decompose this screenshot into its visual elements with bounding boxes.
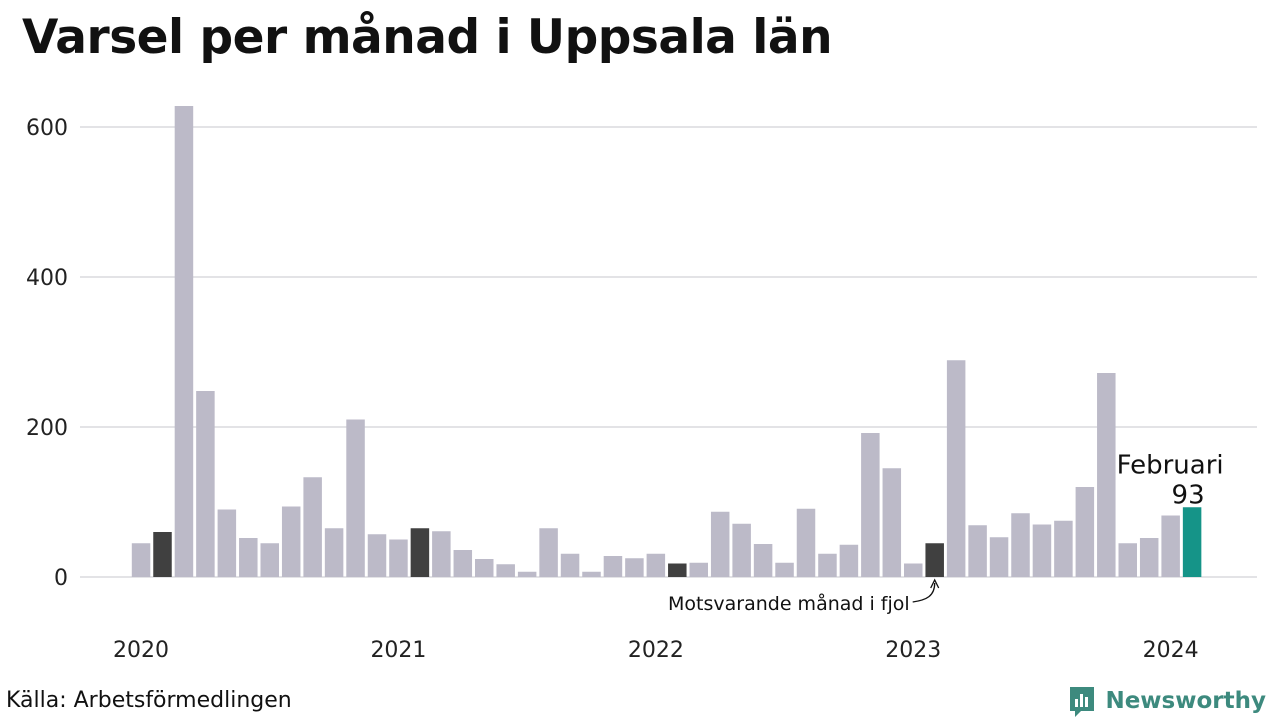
- annotation-arrow: [912, 582, 936, 603]
- bar: [603, 556, 623, 577]
- bar: [582, 571, 601, 577]
- bar: [453, 550, 473, 577]
- bar: [432, 531, 451, 577]
- annotation-arrowhead: [930, 578, 940, 589]
- bar: [196, 391, 215, 577]
- annotation-label: Motsvarande månad i fjol: [668, 592, 910, 615]
- bar: [818, 553, 837, 577]
- bar: [775, 562, 794, 577]
- bar-same-month-previous-year: [153, 532, 172, 577]
- y-tick-label: 600: [26, 116, 68, 141]
- bar: [324, 528, 344, 577]
- bar: [1097, 373, 1116, 577]
- bar: [1011, 513, 1030, 577]
- bar: [882, 468, 902, 577]
- highlight-value-label: 93: [1172, 480, 1205, 510]
- bar: [389, 539, 408, 577]
- bar-same-month-previous-year: [668, 563, 687, 577]
- x-tick-label: 2024: [1143, 638, 1199, 663]
- highlight-month-label: Februari: [1117, 450, 1224, 480]
- bar: [710, 511, 730, 577]
- y-tick-label: 400: [26, 266, 68, 291]
- bar: [625, 558, 644, 577]
- bar-same-month-previous-year: [925, 543, 944, 577]
- bar: [1054, 520, 1073, 577]
- bar: [303, 477, 322, 577]
- bar: [839, 544, 859, 577]
- bar: [131, 543, 151, 577]
- bar: [1075, 487, 1095, 577]
- bar: [496, 564, 515, 577]
- bar: [346, 419, 365, 577]
- brand-logo: Newsworthy: [1067, 684, 1266, 718]
- bar: [968, 525, 987, 577]
- y-tick-label: 200: [26, 416, 68, 441]
- bar: [217, 509, 237, 577]
- x-tick-label: 2022: [628, 638, 684, 663]
- chart-title: Varsel per månad i Uppsala län: [22, 10, 833, 65]
- bar: [861, 433, 880, 577]
- bar: [796, 508, 816, 577]
- bar: [560, 553, 580, 577]
- bar: [732, 523, 751, 577]
- bar: [753, 544, 773, 577]
- bar: [367, 534, 387, 577]
- bar: [539, 528, 558, 577]
- source-note: Källa: Arbetsförmedlingen: [6, 688, 292, 713]
- bar: [475, 559, 494, 577]
- brand-name: Newsworthy: [1105, 688, 1266, 714]
- bar: [1032, 524, 1052, 577]
- bar: [174, 106, 194, 577]
- bar: [517, 571, 537, 577]
- bar: [989, 537, 1009, 577]
- x-tick-label: 2020: [113, 638, 169, 663]
- x-tick-label: 2021: [370, 638, 426, 663]
- bar-same-month-previous-year: [410, 528, 430, 577]
- bar: [260, 543, 279, 577]
- x-tick-label: 2023: [885, 638, 941, 663]
- bar: [281, 506, 301, 577]
- bar: [1118, 543, 1137, 577]
- bar: [239, 538, 258, 577]
- bar: [646, 553, 666, 577]
- bar-latest: [1182, 507, 1202, 577]
- bar: [689, 562, 708, 577]
- bar: [1139, 538, 1159, 577]
- bar-chart-speech-bubble-icon: [1070, 687, 1095, 717]
- bar: [946, 360, 966, 577]
- bar: [1161, 515, 1180, 577]
- y-tick-label: 0: [54, 566, 68, 591]
- bar: [904, 563, 923, 577]
